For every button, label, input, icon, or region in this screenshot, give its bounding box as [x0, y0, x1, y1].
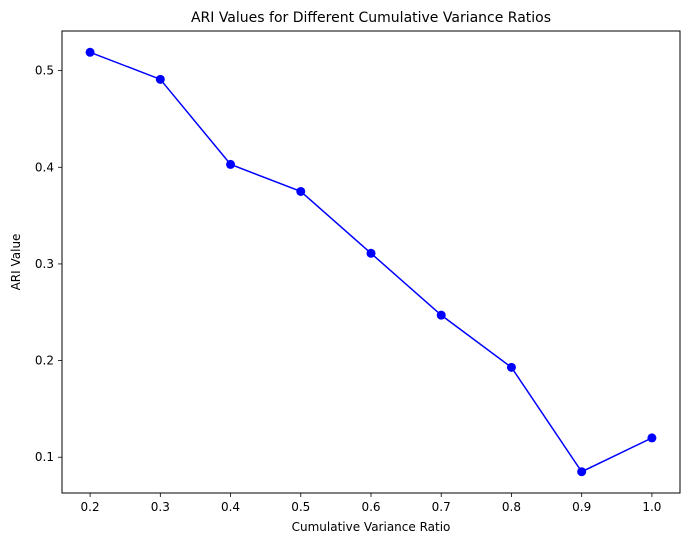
y-tick-label: 0.5: [35, 64, 54, 78]
y-tick-label: 0.2: [35, 354, 54, 368]
y-tick-label: 0.1: [35, 450, 54, 464]
x-tick-label: 0.8: [502, 500, 521, 514]
data-point: [647, 433, 657, 443]
data-point: [577, 467, 587, 477]
series-line: [89, 51, 653, 473]
y-tick-label: 0.3: [35, 257, 54, 271]
x-tick-label: 0.3: [151, 500, 170, 514]
x-axis-label: Cumulative Variance Ratio: [292, 520, 451, 534]
data-point: [506, 362, 516, 372]
x-tick-label: 0.2: [81, 500, 100, 514]
x-axis: 0.2 0.3 0.4 0.5 0.6 0.7 0.8 0.9 1.0: [81, 493, 661, 514]
series-markers: [85, 47, 657, 477]
x-tick-label: 1.0: [642, 500, 661, 514]
data-point: [85, 47, 95, 57]
x-tick-label: 0.6: [361, 500, 380, 514]
x-tick-label: 0.5: [291, 500, 310, 514]
y-axis-label: ARI Value: [9, 234, 23, 291]
chart-title: ARI Values for Different Cumulative Vari…: [191, 10, 551, 26]
data-point: [226, 159, 236, 169]
data-point: [436, 310, 446, 320]
x-tick-label: 0.4: [221, 500, 240, 514]
x-tick-label: 0.9: [572, 500, 591, 514]
data-point: [296, 186, 306, 196]
x-tick-label: 0.7: [432, 500, 451, 514]
data-point: [366, 248, 376, 258]
y-axis: 0.1 0.2 0.3 0.4 0.5: [35, 64, 62, 464]
plot-frame: [61, 30, 681, 494]
data-point: [155, 74, 165, 84]
y-tick-label: 0.4: [35, 160, 54, 174]
